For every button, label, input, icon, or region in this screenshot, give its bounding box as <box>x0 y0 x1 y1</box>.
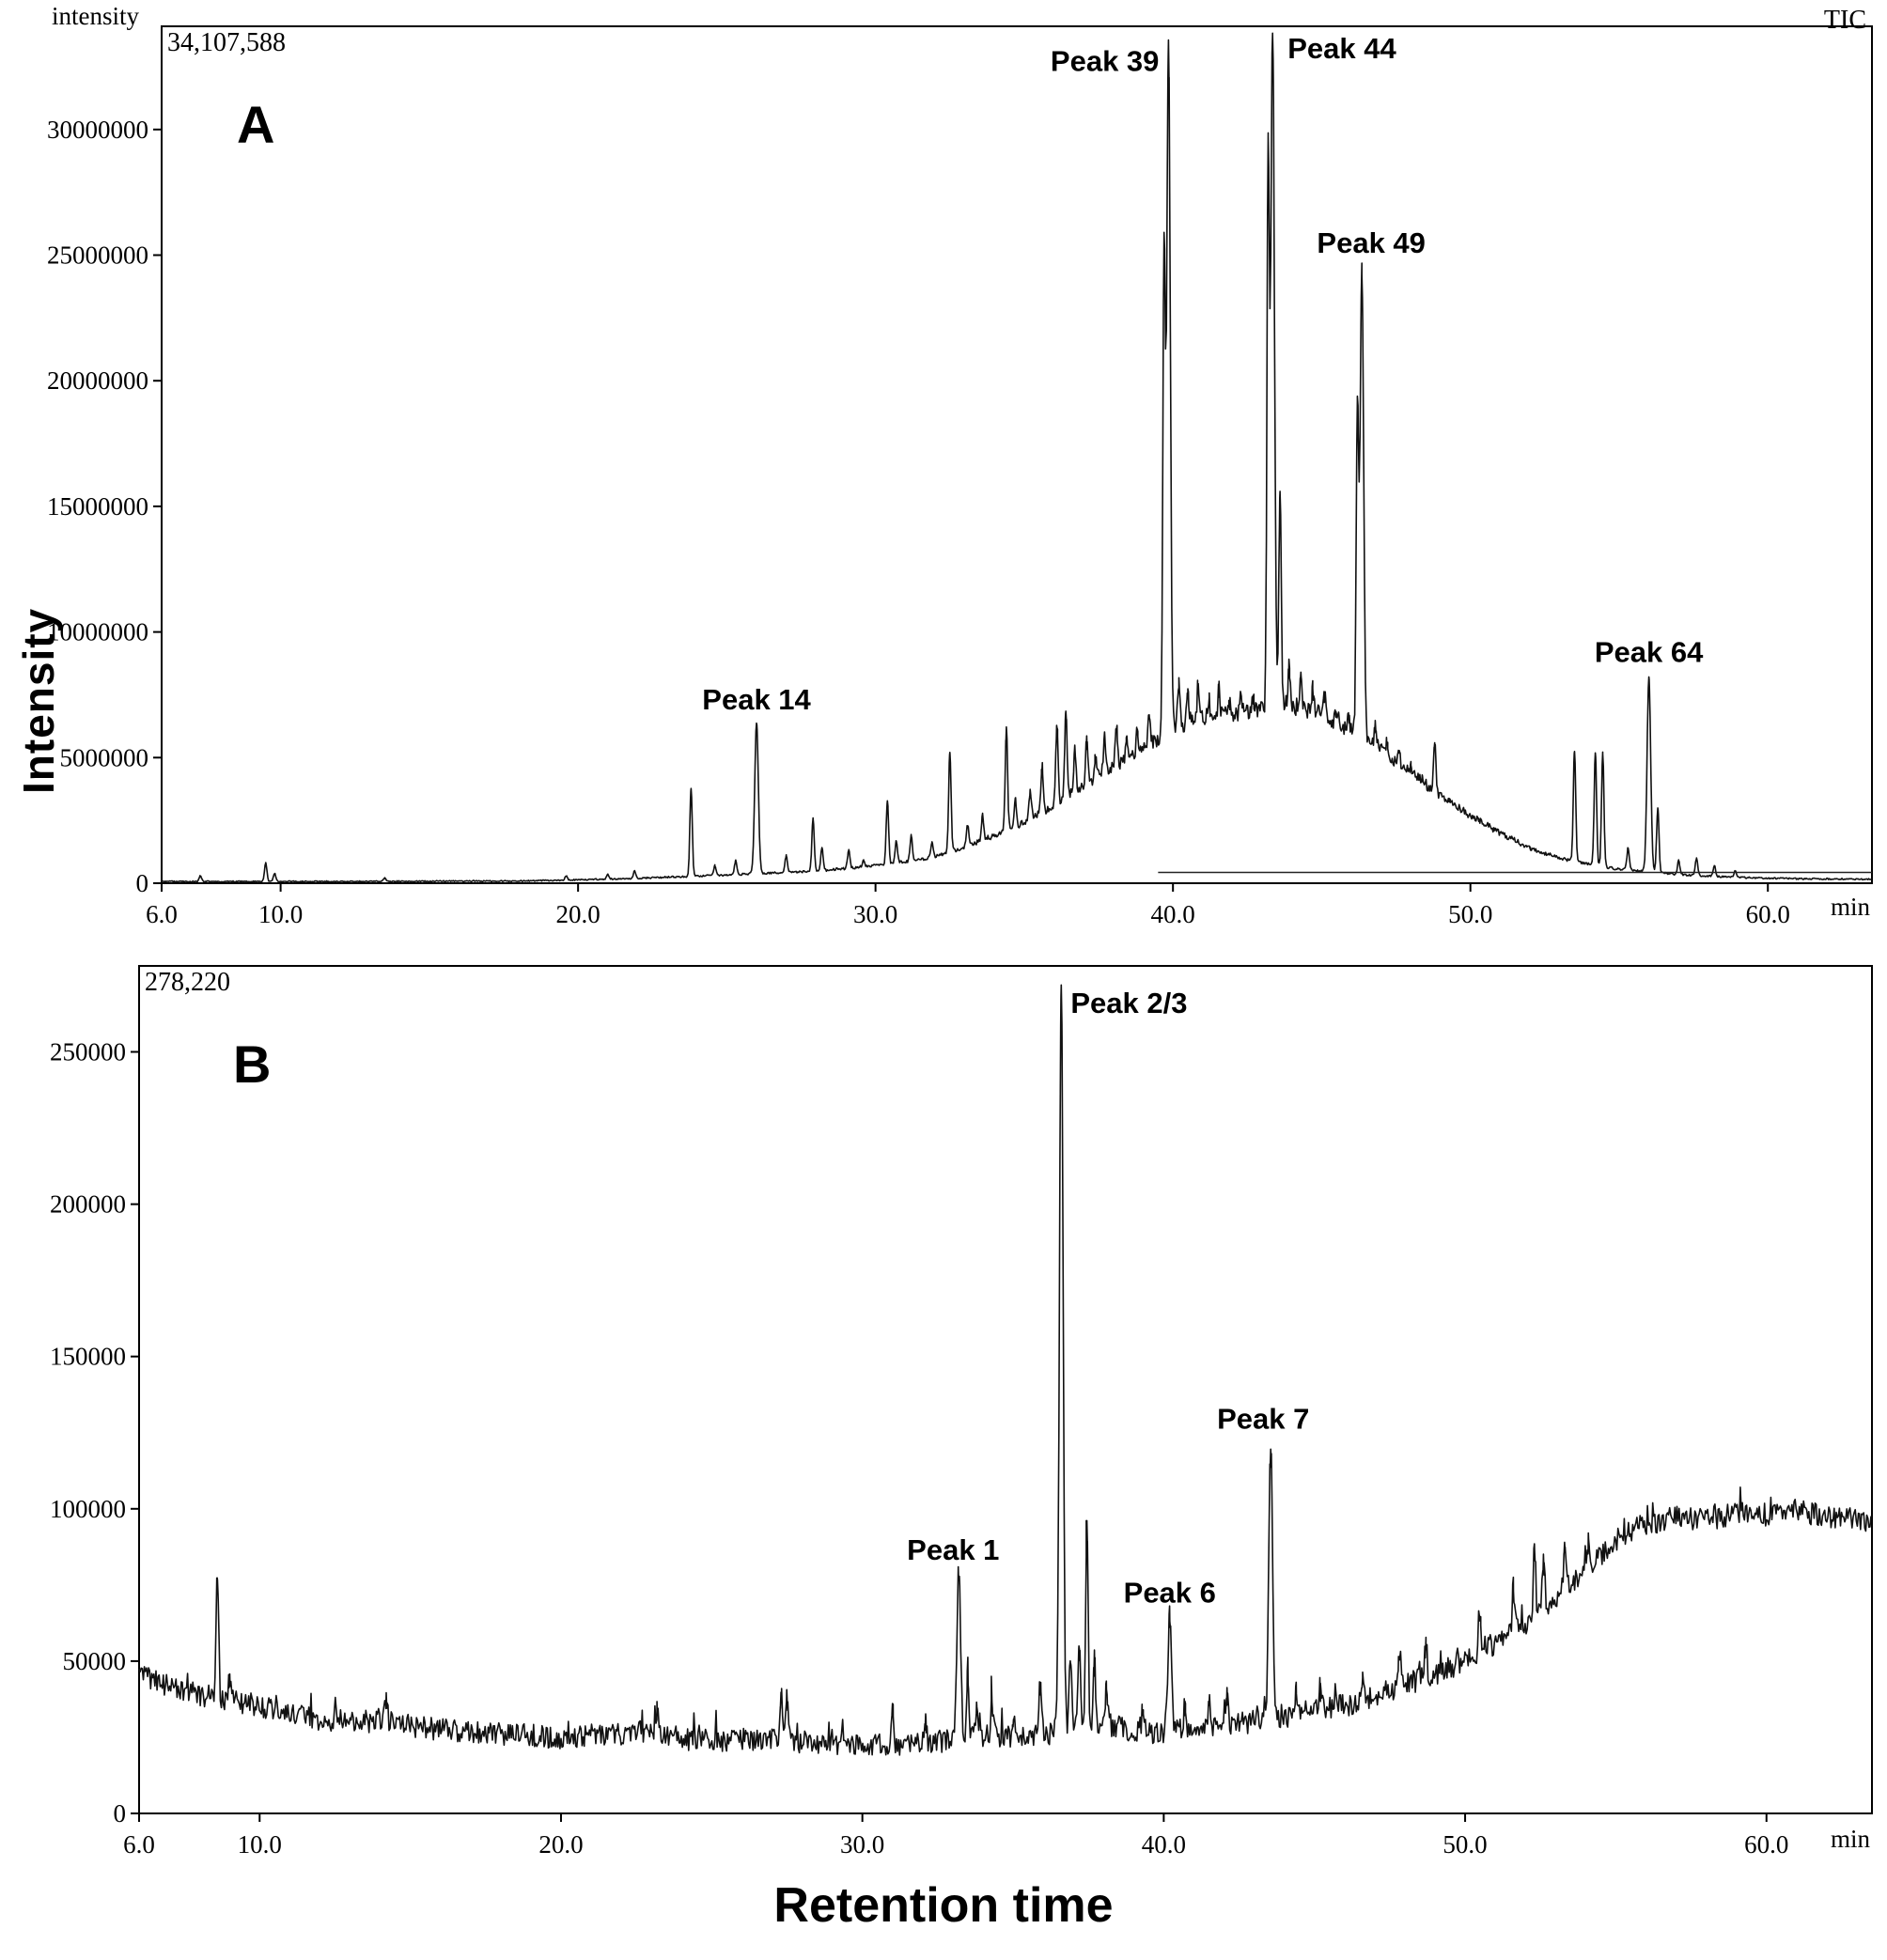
x-tick-label: 50.0 <box>1443 1830 1487 1859</box>
y-tick-label: 0 <box>114 1799 127 1828</box>
y-tick-label: 25000000 <box>47 241 148 270</box>
y-tick-label: 250000 <box>50 1037 126 1066</box>
y-tick-label: 0 <box>136 869 149 897</box>
chromatogram-panel-a: 0 5000000 10000000 15000000 20000000 25000000… <box>47 25 1873 928</box>
x-tick-label: 60.0 <box>1746 900 1790 928</box>
chromatogram-panel-b: 0 50000 100000 150000 200000 250000 6.0 10.0 20.… <box>50 965 1873 1859</box>
peak-label: Peak 49 <box>1317 226 1426 259</box>
panel-b-min-unit-label: min <box>1830 1825 1870 1853</box>
x-tick-label: 50.0 <box>1448 900 1492 928</box>
y-axis-title: Intensity <box>14 607 63 794</box>
y-tick-label: 150000 <box>50 1343 126 1371</box>
x-tick-label: 20.0 <box>538 1830 583 1859</box>
y-tick-label: 10000000 <box>47 618 148 646</box>
panel-b-max-intensity-value: 278,220 <box>145 968 230 997</box>
peak-label: Peak 7 <box>1217 1402 1309 1435</box>
y-tick-label: 20000000 <box>47 366 148 395</box>
chromatogram-trace <box>161 32 1872 883</box>
peak-label: Peak 44 <box>1287 32 1396 65</box>
panel-a-intensity-caption: intensity <box>52 2 139 30</box>
x-tick-label: 10.0 <box>258 900 303 928</box>
x-tick-label: 30.0 <box>853 900 897 928</box>
y-tick-label: 30000000 <box>47 116 148 144</box>
y-tick-label: 15000000 <box>47 492 148 521</box>
peak-label: Peak 39 <box>1051 45 1160 78</box>
x-tick-label: 60.0 <box>1744 1830 1788 1859</box>
x-axis-title: Retention time <box>773 1878 1114 1933</box>
y-tick-label: 200000 <box>50 1190 126 1219</box>
plot-border <box>161 25 1873 884</box>
x-tick-label: 40.0 <box>1142 1830 1186 1859</box>
panel-a-min-unit-label: min <box>1830 893 1870 921</box>
peak-label: Peak 14 <box>702 683 811 716</box>
peak-label: Peak 1 <box>907 1533 999 1566</box>
peak-label: Peak 2/3 <box>1070 987 1187 1019</box>
x-tick-label: 6.0 <box>146 900 178 928</box>
plot-border <box>138 965 1873 1814</box>
x-tick-label: 30.0 <box>840 1830 884 1859</box>
y-tick-label: 5000000 <box>60 743 149 771</box>
peak-label: Peak 64 <box>1595 636 1704 669</box>
panel-a-max-intensity-value: 34,107,588 <box>167 28 286 57</box>
x-tick-label: 20.0 <box>556 900 600 928</box>
panel-b-letter: B <box>233 1034 272 1094</box>
x-tick-label: 40.0 <box>1151 900 1195 928</box>
y-tick-label: 100000 <box>50 1495 126 1523</box>
y-tick-label: 50000 <box>63 1647 127 1675</box>
chromatogram-trace <box>138 984 1872 1756</box>
x-tick-label: 6.0 <box>123 1830 155 1859</box>
panel-a-letter: A <box>237 95 275 154</box>
x-tick-label: 10.0 <box>238 1830 282 1859</box>
peak-label: Peak 6 <box>1124 1576 1216 1609</box>
tic-label: TIC <box>1823 6 1866 35</box>
